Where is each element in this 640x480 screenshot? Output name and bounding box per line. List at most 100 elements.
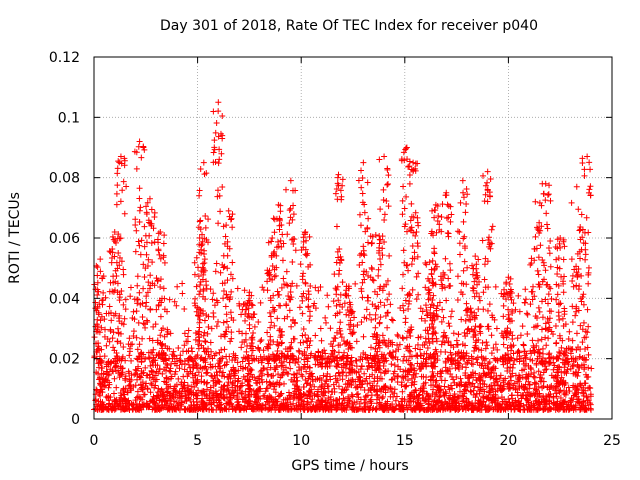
data-point [229,224,236,231]
data-point [181,305,188,312]
data-point [270,380,277,387]
data-point [506,384,513,391]
data-point [262,405,269,412]
data-point [368,240,375,247]
data-point [359,190,366,197]
data-point [457,375,464,382]
data-point [334,361,341,368]
data-point [295,386,302,393]
data-point [521,386,528,393]
y-tick-label: 0.02 [49,352,80,368]
data-point [207,286,214,293]
data-point [349,329,356,336]
data-point [289,259,296,266]
data-point [286,359,293,366]
data-point [449,385,456,392]
data-point [509,399,516,406]
data-point [442,377,449,384]
data-point [559,315,566,322]
y-tick-label: 0.08 [49,171,80,187]
data-point [472,253,479,260]
data-point [132,248,139,255]
data-point [489,223,496,230]
data-point [229,357,236,364]
data-point [240,373,247,380]
data-point [257,395,264,402]
data-point [375,266,382,273]
data-point [198,373,205,380]
data-point [253,379,260,386]
data-point [327,376,334,383]
data-point [415,291,422,298]
data-point [506,315,513,322]
data-point [580,319,587,326]
data-point [294,384,301,391]
data-point [553,400,560,407]
data-point [195,273,202,280]
data-point [452,356,459,363]
data-point [174,283,181,290]
data-point [430,386,437,393]
data-point [366,406,373,413]
data-point [224,374,231,381]
data-point [348,392,355,399]
data-point [376,359,383,366]
data-point [588,365,595,372]
data-point [324,292,331,299]
data-point [276,216,283,223]
data-point [170,348,177,355]
data-point [460,218,467,225]
data-point [553,296,560,303]
data-point [461,329,468,336]
data-point [305,375,312,382]
data-points [91,99,595,413]
data-point [165,376,172,383]
data-point [122,385,129,392]
data-point [448,308,455,315]
data-point [126,378,133,385]
data-point [475,405,482,412]
data-point [359,294,366,301]
data-point [333,302,340,309]
data-point [318,337,325,344]
data-point [391,406,398,413]
data-point [130,308,137,315]
data-point [156,365,163,372]
data-point [521,366,528,373]
data-point [158,405,165,412]
data-point [413,273,420,280]
data-point [107,403,114,410]
data-point [207,361,214,368]
data-point [414,402,421,409]
data-point [291,371,298,378]
data-point [97,256,104,263]
data-point [280,380,287,387]
data-point [280,358,287,365]
data-point [135,393,142,400]
data-point [293,391,300,398]
data-point [524,385,531,392]
data-point [124,389,131,396]
data-point [473,377,480,384]
data-point [287,365,294,372]
data-point [320,372,327,379]
data-point [117,406,124,413]
data-point [569,278,576,285]
data-point [122,357,129,364]
data-point [390,370,397,377]
data-point [557,244,564,251]
data-point [488,226,495,233]
data-point [197,166,204,173]
data-point [195,369,202,376]
data-point [491,396,498,403]
data-point [132,216,139,223]
data-point [276,381,283,388]
data-point [446,260,453,267]
data-point [523,310,530,317]
data-point [566,328,573,335]
data-point [167,368,174,375]
data-point [316,406,323,413]
data-point [582,246,589,253]
data-point [244,378,251,385]
data-point [110,344,117,351]
